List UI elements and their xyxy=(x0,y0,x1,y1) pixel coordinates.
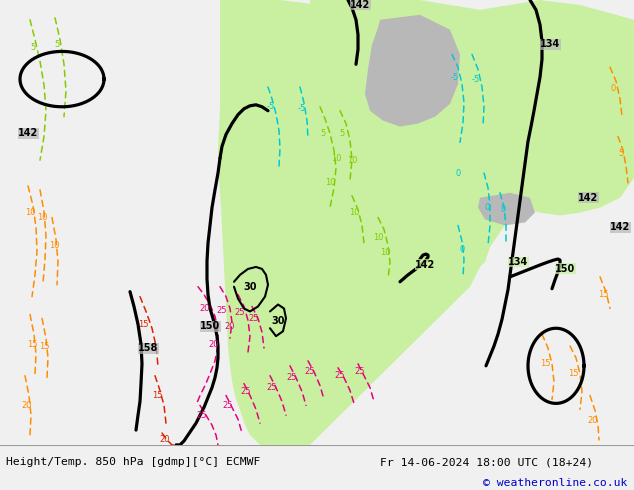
Text: 142: 142 xyxy=(350,0,370,10)
Text: 25: 25 xyxy=(355,368,365,376)
Text: 25: 25 xyxy=(305,368,315,376)
Text: 20: 20 xyxy=(200,304,210,313)
Text: 10: 10 xyxy=(25,208,36,217)
Text: 15: 15 xyxy=(27,340,37,348)
Polygon shape xyxy=(478,193,535,225)
Text: 10: 10 xyxy=(373,233,383,242)
Text: 25: 25 xyxy=(235,308,245,317)
Text: 20: 20 xyxy=(22,401,32,410)
Text: 150: 150 xyxy=(200,321,220,331)
Text: 0: 0 xyxy=(611,84,616,94)
Text: 25: 25 xyxy=(267,383,277,392)
Text: 5: 5 xyxy=(30,43,36,52)
Polygon shape xyxy=(365,15,460,126)
Text: 15: 15 xyxy=(39,342,49,350)
Polygon shape xyxy=(218,0,634,445)
Text: Height/Temp. 850 hPa [gdmp][°C] ECMWF: Height/Temp. 850 hPa [gdmp][°C] ECMWF xyxy=(6,457,261,467)
Text: 30: 30 xyxy=(271,317,285,326)
Text: 25: 25 xyxy=(217,306,227,315)
Text: 142: 142 xyxy=(578,193,598,203)
Text: 15: 15 xyxy=(540,359,550,368)
Text: 10: 10 xyxy=(49,241,59,250)
Text: 142: 142 xyxy=(610,222,630,232)
Text: 20: 20 xyxy=(160,436,171,444)
Text: 15: 15 xyxy=(138,320,148,329)
Text: 20: 20 xyxy=(588,416,598,425)
Text: 0: 0 xyxy=(484,203,489,212)
Polygon shape xyxy=(310,0,455,138)
Text: 10: 10 xyxy=(331,154,341,163)
Text: 142: 142 xyxy=(415,260,436,270)
Text: -5: -5 xyxy=(472,74,480,84)
Text: 0: 0 xyxy=(455,169,461,177)
Text: 10: 10 xyxy=(380,247,391,257)
Text: 10: 10 xyxy=(37,213,48,222)
Text: -5: -5 xyxy=(451,73,459,82)
Text: 150: 150 xyxy=(555,264,575,274)
Text: 5: 5 xyxy=(339,129,345,138)
Text: 10: 10 xyxy=(325,178,335,187)
Text: 134: 134 xyxy=(540,40,560,49)
Text: 134: 134 xyxy=(508,257,528,267)
Text: 15: 15 xyxy=(598,290,608,299)
Text: 0: 0 xyxy=(460,245,465,254)
Text: 0: 0 xyxy=(500,205,506,214)
Text: 158: 158 xyxy=(138,343,158,353)
Text: 5: 5 xyxy=(320,129,326,138)
Text: 5: 5 xyxy=(55,40,60,49)
Text: 5: 5 xyxy=(618,149,624,158)
Text: -5: -5 xyxy=(298,104,306,113)
Text: 142: 142 xyxy=(18,128,38,139)
Text: 15: 15 xyxy=(568,369,578,378)
Text: 25: 25 xyxy=(249,314,259,323)
Text: © weatheronline.co.uk: © weatheronline.co.uk xyxy=(483,478,628,488)
Text: 25: 25 xyxy=(223,401,233,410)
Text: 20: 20 xyxy=(209,340,219,348)
Text: 25: 25 xyxy=(287,373,297,382)
Text: 25: 25 xyxy=(335,371,346,380)
Text: 10: 10 xyxy=(349,208,359,217)
Text: 20: 20 xyxy=(224,322,235,331)
Text: 10: 10 xyxy=(347,156,357,165)
Text: 25: 25 xyxy=(197,411,207,420)
Text: 15: 15 xyxy=(152,391,162,400)
Text: 30: 30 xyxy=(243,282,257,292)
Text: 25: 25 xyxy=(241,387,251,396)
Text: -5: -5 xyxy=(267,102,275,111)
Text: Fr 14-06-2024 18:00 UTC (18+24): Fr 14-06-2024 18:00 UTC (18+24) xyxy=(380,457,593,467)
